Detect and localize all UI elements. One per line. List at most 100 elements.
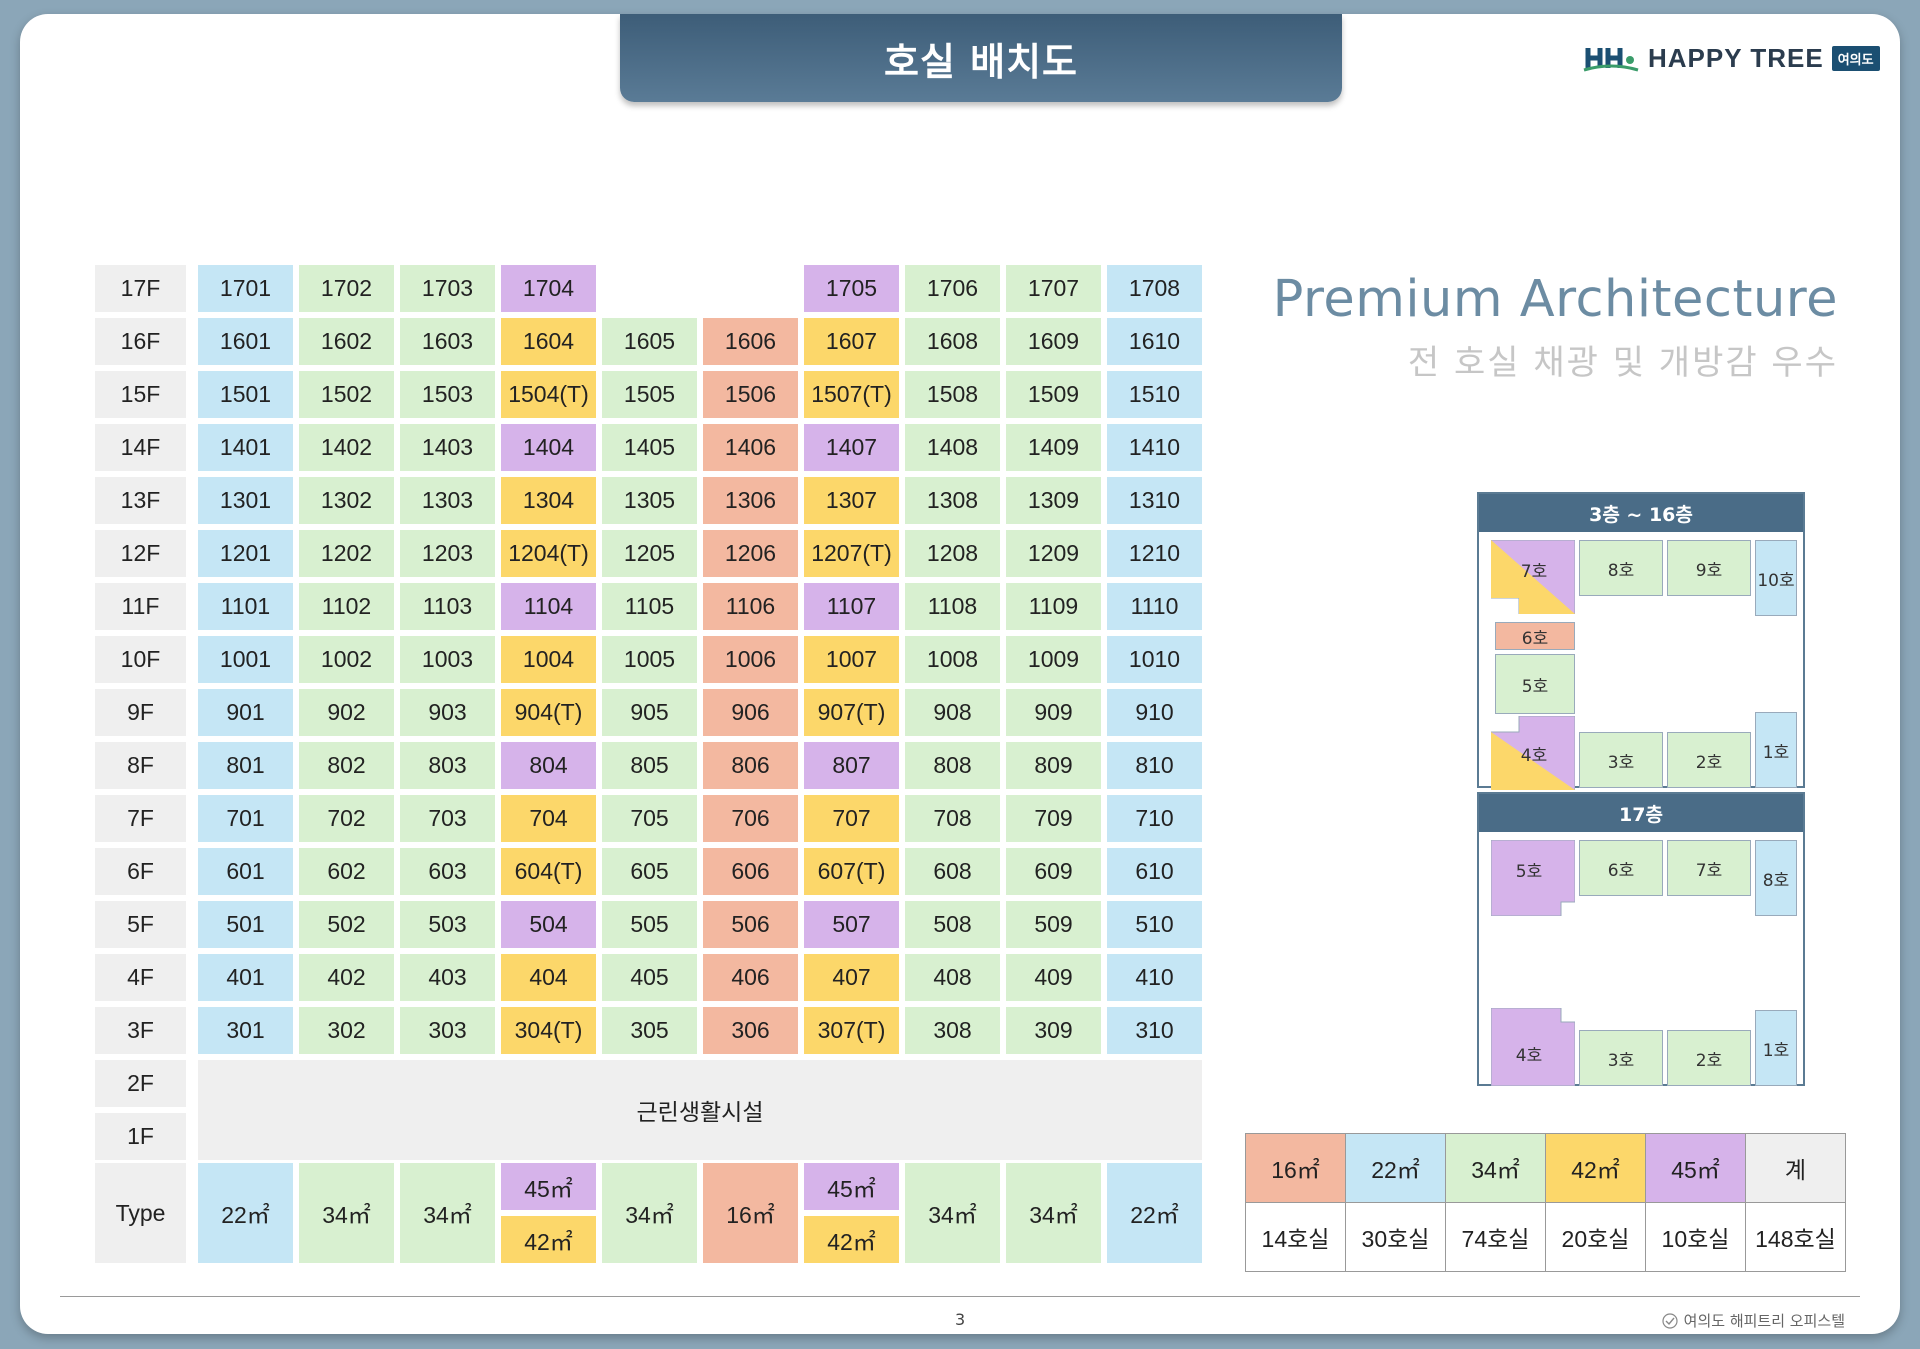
- room-cell: 1107: [804, 583, 899, 630]
- floor-label: 12F: [95, 530, 186, 577]
- summary-header: 42㎡: [1545, 1133, 1646, 1203]
- summary-value: 30호실: [1345, 1202, 1446, 1272]
- room-cell: 1708: [1107, 265, 1202, 312]
- type-cell: 22㎡: [198, 1163, 293, 1263]
- room-cell: 1202: [299, 530, 394, 577]
- room-cell: 1401: [198, 424, 293, 471]
- floor-label: 17F: [95, 265, 186, 312]
- room-cell: 610: [1107, 848, 1202, 895]
- plan-unit: 1호: [1755, 1010, 1797, 1086]
- floor-label: 16F: [95, 318, 186, 365]
- room-cell: 1506: [703, 371, 798, 418]
- room-cell: 1203: [400, 530, 495, 577]
- page-card: 호실 배치도 HAPPY TREE 여의도 17F 16F 15F 14F 13F 12F…: [20, 14, 1900, 1334]
- room-cell: 707: [804, 795, 899, 842]
- room-cell: 1505: [602, 371, 697, 418]
- footer-brand-text: 여의도 해피트리 오피스텔: [1683, 1312, 1845, 1330]
- room-cell: 510: [1107, 901, 1202, 948]
- summary-header: 16㎡: [1245, 1133, 1346, 1203]
- room-cell: 910: [1107, 689, 1202, 736]
- room-cell: 903: [400, 689, 495, 736]
- plan-unit-label: 4호: [1520, 745, 1548, 766]
- plan-unit: 6호: [1495, 622, 1575, 650]
- room-cell: 408: [905, 954, 1000, 1001]
- room-cell: 1601: [198, 318, 293, 365]
- room-cell: 907(T): [804, 689, 899, 736]
- room-cell: 1006: [703, 636, 798, 683]
- room-cell: 710: [1107, 795, 1202, 842]
- room-cell: 1508: [905, 371, 1000, 418]
- room-cell: 501: [198, 901, 293, 948]
- room-cell: 1103: [400, 583, 495, 630]
- room-cell: 602: [299, 848, 394, 895]
- type-cell: 16㎡: [703, 1163, 798, 1263]
- room-cell: 306: [703, 1007, 798, 1054]
- room-cell: 305: [602, 1007, 697, 1054]
- room-cell: 1009: [1006, 636, 1101, 683]
- plan-unit: 8호: [1755, 840, 1797, 916]
- room-cell: 802: [299, 742, 394, 789]
- room-cell: 1307: [804, 477, 899, 524]
- room-cell: 508: [905, 901, 1000, 948]
- room-cell: 1607: [804, 318, 899, 365]
- room-cell: 1409: [1006, 424, 1101, 471]
- room-cell: 504: [501, 901, 596, 948]
- floor-plan-17: 17층 5호 6호 7호 8호 4호 3호 2호 1호: [1477, 792, 1805, 1086]
- floor-label: 1F: [95, 1113, 186, 1160]
- room-cell: 808: [905, 742, 1000, 789]
- type-cell: 34㎡: [602, 1163, 697, 1263]
- room-cell: 505: [602, 901, 697, 948]
- summary-header: 22㎡: [1345, 1133, 1446, 1203]
- room-cell: 608: [905, 848, 1000, 895]
- room-cell: 703: [400, 795, 495, 842]
- room-cell: 605: [602, 848, 697, 895]
- room-cell: 402: [299, 954, 394, 1001]
- room-cell: 1010: [1107, 636, 1202, 683]
- room-cell: 606: [703, 848, 798, 895]
- room-cell: 1309: [1006, 477, 1101, 524]
- brand-name: HAPPY TREE: [1648, 42, 1824, 73]
- room-cell: 1008: [905, 636, 1000, 683]
- room-cell: 704: [501, 795, 596, 842]
- room-cell: 1304: [501, 477, 596, 524]
- room-cell: 1706: [905, 265, 1000, 312]
- room-cell: 1608: [905, 318, 1000, 365]
- room-cell: 1005: [602, 636, 697, 683]
- room-cell: 502: [299, 901, 394, 948]
- room-cell: 503: [400, 901, 495, 948]
- room-cell: 1704: [501, 265, 596, 312]
- room-cell: 1604: [501, 318, 596, 365]
- room-cell: 1402: [299, 424, 394, 471]
- unit-5-shape: [1491, 840, 1575, 916]
- room-cell: 509: [1006, 901, 1101, 948]
- room-cell: 1510: [1107, 371, 1202, 418]
- floor-plan-3-16: 3층 ~ 16층 7호 8호 9호 10호 6호 5호 4호 3호 2호 1호: [1477, 492, 1805, 790]
- room-cell: 902: [299, 689, 394, 736]
- room-cell: 1105: [602, 583, 697, 630]
- room-cell: 1701: [198, 265, 293, 312]
- summary-header: 34㎡: [1445, 1133, 1546, 1203]
- room-cell: 1609: [1006, 318, 1101, 365]
- floor-label: 10F: [95, 636, 186, 683]
- type-cell: 45㎡: [501, 1163, 596, 1210]
- room-cell: 809: [1006, 742, 1101, 789]
- room-cell: 904(T): [501, 689, 596, 736]
- floor-plan-title: 17층: [1479, 794, 1803, 832]
- happy-tree-logo-icon: [1583, 48, 1639, 72]
- room-cell: 1208: [905, 530, 1000, 577]
- room-cell: 1605: [602, 318, 697, 365]
- room-cell: 1603: [400, 318, 495, 365]
- page-title: 호실 배치도: [620, 14, 1342, 102]
- plan-unit: 3호: [1579, 732, 1663, 788]
- room-cell: 1501: [198, 371, 293, 418]
- room-cell: 1207(T): [804, 530, 899, 577]
- type-cell: 45㎡: [804, 1163, 899, 1210]
- room-cell: 403: [400, 954, 495, 1001]
- room-cell: 1101: [198, 583, 293, 630]
- room-cell: 1106: [703, 583, 798, 630]
- room-cell: 301: [198, 1007, 293, 1054]
- room-cell: 407: [804, 954, 899, 1001]
- room-cell: 1504(T): [501, 371, 596, 418]
- room-cell: 1507(T): [804, 371, 899, 418]
- room-cell: 1204(T): [501, 530, 596, 577]
